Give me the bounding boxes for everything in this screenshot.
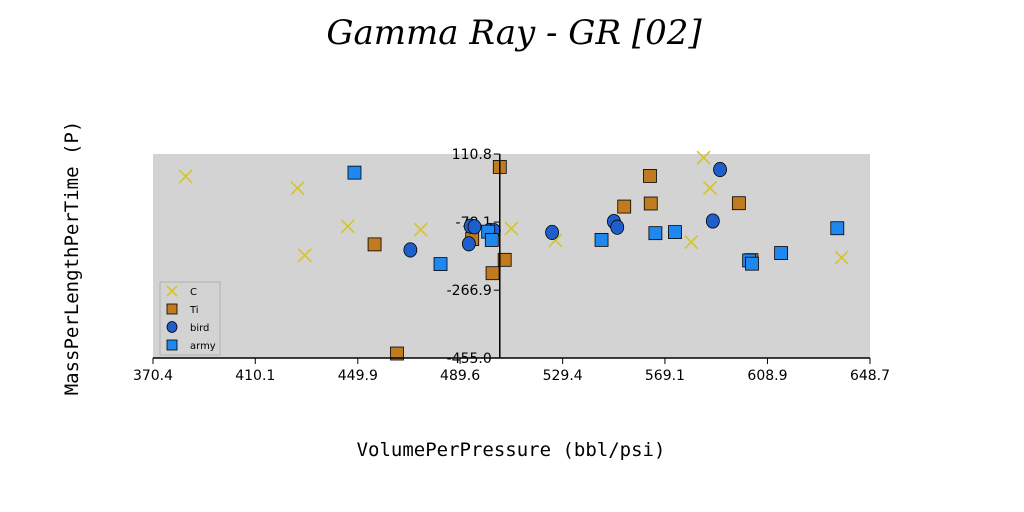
data-point xyxy=(497,252,512,267)
data-point xyxy=(485,266,500,281)
data-point xyxy=(178,169,193,184)
data-point xyxy=(696,150,711,165)
data-point xyxy=(610,219,625,235)
x-tick-label: 410.1 xyxy=(235,368,275,384)
data-point xyxy=(668,225,682,239)
data-point xyxy=(617,199,632,214)
x-axis-label: VolumePerPressure (bbl/psi) xyxy=(357,439,666,461)
data-point xyxy=(467,219,482,235)
data-point xyxy=(702,180,718,196)
y-tick-label: -455.0 xyxy=(447,351,492,367)
legend-marker xyxy=(166,303,178,315)
data-point xyxy=(731,196,746,211)
x-tick-label: 529.4 xyxy=(543,368,583,384)
data-point xyxy=(545,224,559,240)
data-point xyxy=(504,221,519,236)
legend-label: C xyxy=(190,287,197,298)
data-point xyxy=(643,169,657,183)
x-tick-label: 370.4 xyxy=(133,368,173,384)
data-point xyxy=(643,196,658,211)
data-point xyxy=(340,219,355,234)
data-point xyxy=(367,237,382,252)
data-point xyxy=(834,250,849,265)
data-point xyxy=(390,346,404,361)
series-c xyxy=(178,150,849,265)
data-point xyxy=(413,222,428,237)
y-tick-label: 110.8 xyxy=(452,147,492,163)
chart-title: Gamma Ray - GR [02] xyxy=(326,13,702,53)
data-point xyxy=(648,226,663,241)
legend-label: Ti xyxy=(189,305,199,316)
legend-marker xyxy=(166,285,178,297)
legend: C Ti bird army xyxy=(159,281,221,356)
legend-marker xyxy=(166,339,178,351)
data-point xyxy=(403,242,418,258)
data-point xyxy=(594,232,609,247)
data-point xyxy=(713,162,727,178)
x-tick-label: 489.6 xyxy=(440,368,480,384)
data-point xyxy=(297,248,312,263)
data-point xyxy=(461,236,476,252)
data-point xyxy=(290,181,305,196)
x-tick-label: 449.9 xyxy=(338,368,378,384)
legend-label: bird xyxy=(190,323,209,334)
data-point xyxy=(774,246,789,260)
x-tick-label: 648.7 xyxy=(850,368,890,384)
x-axis-ticks: 370.4 410.1 449.9 489.6 529.4 569.1 608.9 648.7 xyxy=(133,358,890,384)
data-point xyxy=(484,233,499,247)
data-point xyxy=(745,256,759,271)
x-tick-label: 569.1 xyxy=(645,368,685,384)
series-army xyxy=(347,165,845,271)
data-point xyxy=(705,213,720,229)
data-point xyxy=(830,221,845,236)
data-point xyxy=(684,234,699,250)
data-point xyxy=(347,165,362,180)
legend-label: army xyxy=(190,341,216,352)
legend-marker xyxy=(166,321,178,333)
y-axis-label: MassPerLengthPerTime (P) xyxy=(61,121,83,396)
y-tick-label: -266.9 xyxy=(447,283,492,299)
data-points xyxy=(178,150,849,361)
x-tick-label: 608.9 xyxy=(747,368,787,384)
data-point xyxy=(433,257,448,271)
